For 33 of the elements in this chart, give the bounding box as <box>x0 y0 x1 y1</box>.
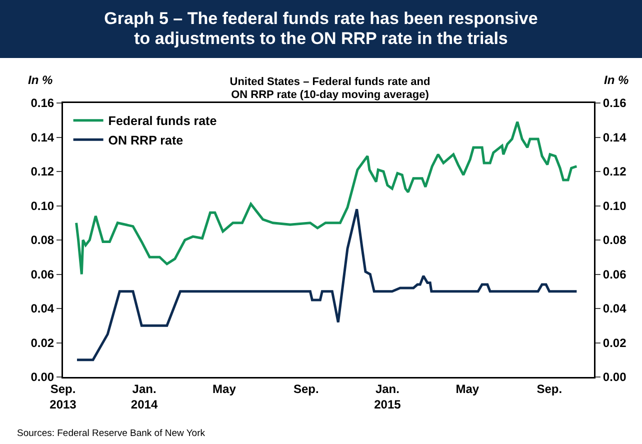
x-tick-label: Jan. 2015 <box>374 382 402 412</box>
y-tick-label: 0.04 <box>30 302 54 316</box>
x-tick-label: Sep. <box>294 382 319 396</box>
y2-tick-label: 0.04 <box>602 302 627 316</box>
line-series <box>76 208 578 362</box>
y2-axis-title: In % <box>604 73 629 87</box>
legend-label: ON RRP rate <box>108 133 184 148</box>
x-tick-label: Jan. 2014 <box>130 382 158 412</box>
y-tick-label: 0.10 <box>30 198 54 213</box>
legend-label: Federal funds rate <box>108 114 217 128</box>
y2-tick-label: 0.10 <box>602 198 627 213</box>
y2-tick-label: 0.06 <box>602 267 627 282</box>
x-tick-label: Sep. <box>536 382 562 396</box>
x-tick-label: Sep. 2013 <box>50 382 77 412</box>
chart-subtitle: United States – Federal funds rate and ON RRP rate (10-day moving average) <box>228 76 432 102</box>
y-tick-label: 0.08 <box>30 233 54 248</box>
y2-tick-label: 0.16 <box>602 96 627 110</box>
y2-tick-label: 0.12 <box>602 164 627 179</box>
y-tick-label: 0.16 <box>30 96 54 110</box>
y2-tick-label: 0.02 <box>602 336 627 350</box>
y2-tick-label: 0.14 <box>602 130 627 144</box>
y-tick-label: 0.00 <box>30 370 54 384</box>
chart-title: Graph 5 – The federal funds rate has been responsive to adjustments to the ON RRP rate in the trials <box>103 9 539 49</box>
y2-tick-label: 0.00 <box>602 370 627 384</box>
y-tick-label: 0.02 <box>30 336 54 350</box>
x-tick-label: May <box>212 382 236 396</box>
y-axis-title: In % <box>28 73 53 87</box>
y2-tick-label: 0.08 <box>602 233 627 248</box>
y-tick-label: 0.06 <box>30 267 54 282</box>
y-tick-label: 0.12 <box>30 164 54 179</box>
y-tick-label: 0.14 <box>30 130 54 144</box>
x-tick-label: May <box>456 382 480 396</box>
source-note: Sources: Federal Reserve Bank of New York <box>17 428 205 439</box>
